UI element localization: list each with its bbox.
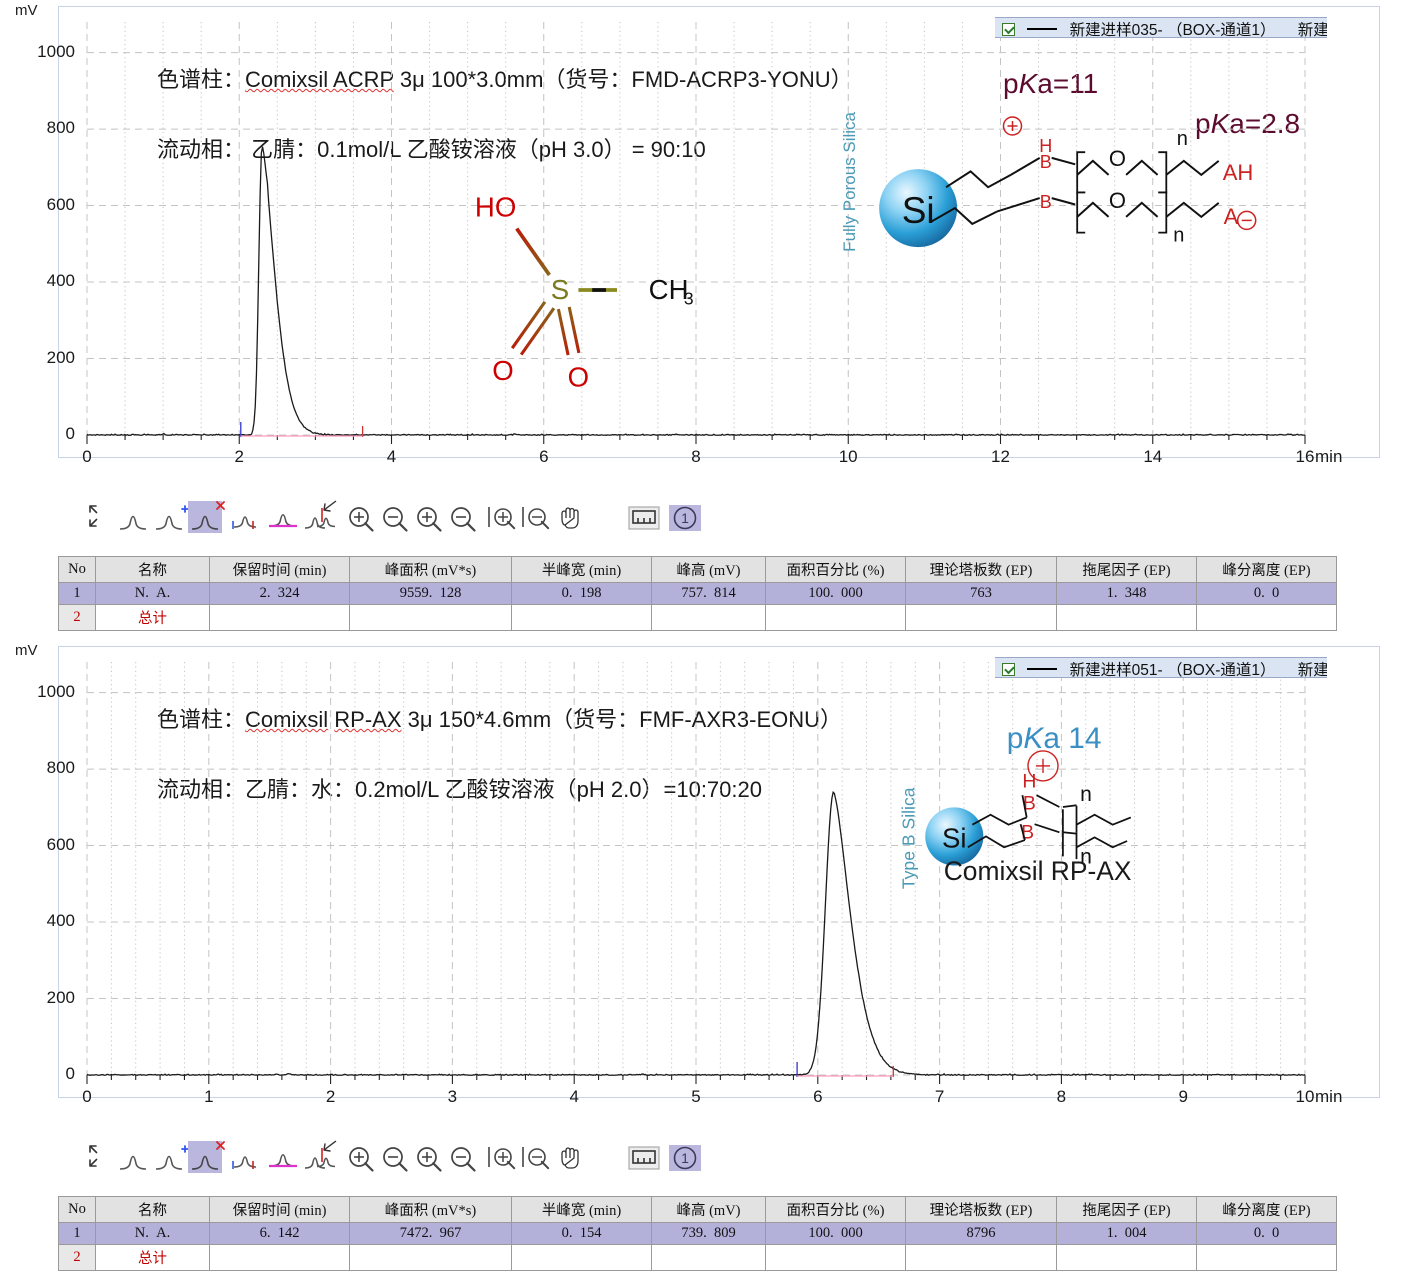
svg-text:1: 1 bbox=[681, 1150, 689, 1166]
svg-text:A: A bbox=[1224, 204, 1239, 229]
svg-text:1: 1 bbox=[681, 510, 689, 526]
svg-text:Fully Porous Silica: Fully Porous Silica bbox=[840, 111, 859, 251]
svg-text:Type B Silica: Type B Silica bbox=[899, 787, 919, 889]
svg-text:Si: Si bbox=[942, 823, 967, 854]
svg-text:H: H bbox=[1022, 771, 1036, 793]
svg-text:O: O bbox=[492, 355, 513, 386]
svg-text:3: 3 bbox=[684, 289, 694, 309]
svg-text:S: S bbox=[551, 274, 569, 305]
svg-text:HO: HO bbox=[475, 191, 516, 222]
svg-text:CH: CH bbox=[649, 274, 689, 305]
svg-text:B: B bbox=[1040, 152, 1052, 172]
svg-text:B: B bbox=[1040, 192, 1052, 212]
svg-text:O: O bbox=[1109, 188, 1126, 213]
svg-text:n: n bbox=[1173, 224, 1184, 246]
svg-text:O: O bbox=[568, 362, 589, 393]
svg-text:Comixsil RP-AX: Comixsil RP-AX bbox=[944, 856, 1132, 886]
svg-text:n: n bbox=[1177, 128, 1188, 150]
svg-text:n: n bbox=[1080, 783, 1092, 806]
svg-text:pKa 14: pKa 14 bbox=[1007, 722, 1102, 755]
svg-text:O: O bbox=[1109, 146, 1126, 171]
svg-text:Si: Si bbox=[902, 190, 935, 231]
svg-text:AH: AH bbox=[1223, 160, 1254, 185]
